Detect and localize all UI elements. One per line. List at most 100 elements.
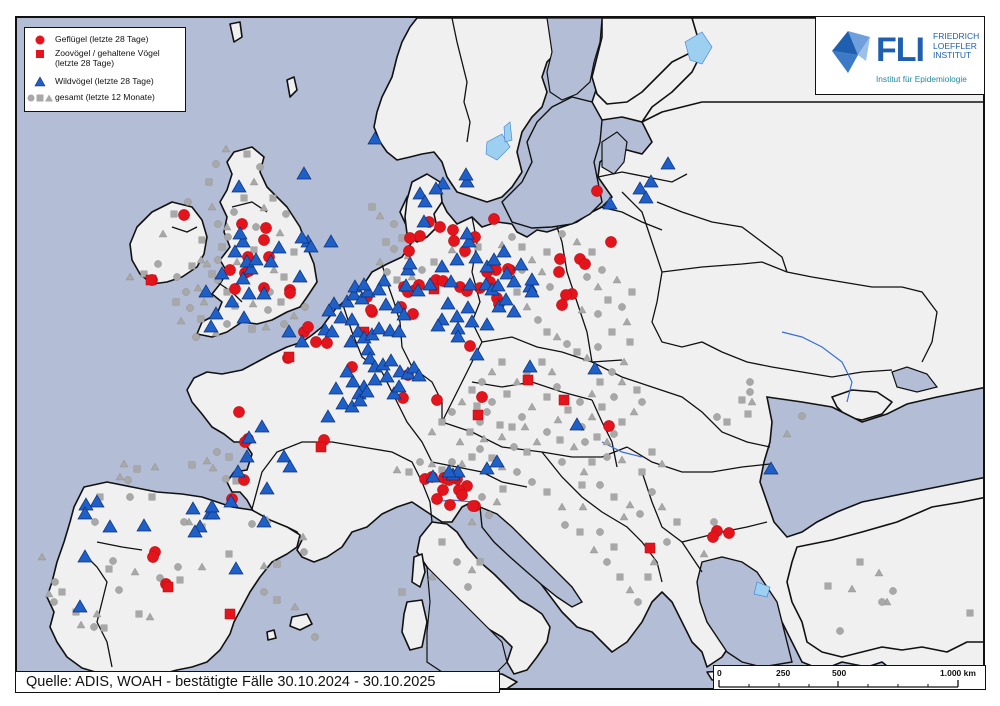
gray-triangle-marker — [467, 565, 477, 574]
wild-bird-triangle-marker — [259, 481, 275, 495]
gray-triangle-marker — [649, 557, 659, 566]
wild-bird-triangle-marker — [632, 181, 648, 195]
gray-square-marker — [573, 348, 581, 356]
gray-triangle-marker — [479, 434, 489, 443]
poultry-circle-marker — [467, 500, 479, 512]
gray-square-marker — [503, 390, 511, 398]
gray-triangle-marker — [657, 459, 667, 468]
gray-square-marker — [208, 270, 216, 278]
legend-item-total: gesamt (letzte 12 Monate) — [25, 92, 155, 103]
gray-square-marker — [290, 248, 298, 256]
gray-square-marker — [148, 493, 156, 501]
gray-circle-marker — [383, 268, 391, 276]
wild-bird-triangle-marker — [434, 259, 450, 273]
wild-bird-triangle-marker — [430, 318, 446, 332]
gray-triangle-marker — [467, 517, 477, 526]
gray-circle-marker — [478, 493, 486, 501]
wild-bird-triangle-marker — [422, 277, 438, 291]
gray-square-marker — [466, 428, 474, 436]
poultry-circle-marker — [431, 394, 443, 406]
gray-square-marker — [197, 315, 205, 323]
wild-bird-triangle-marker — [449, 309, 465, 323]
poultry-circle-marker — [560, 289, 572, 301]
wild-bird-triangle-marker — [479, 461, 495, 475]
gray-circle-marker — [192, 333, 200, 341]
gray-circle-marker — [280, 320, 288, 328]
gray-circle-marker — [663, 538, 671, 546]
poultry-circle-marker — [476, 391, 488, 403]
gray-triangle-marker — [532, 437, 542, 446]
wild-bird-triangle-marker — [204, 499, 220, 513]
poultry-circle-marker — [260, 222, 272, 234]
gray-square-marker — [598, 403, 606, 411]
poultry-circle-marker — [437, 484, 449, 496]
gray-triangle-marker — [487, 367, 497, 376]
gray-square-marker — [218, 243, 226, 251]
zoo-bird-square-marker — [283, 351, 295, 363]
gray-triangle-marker — [589, 545, 599, 554]
logo-subtitle: Institut für Epidemiologie — [876, 74, 967, 84]
scale-label-1000: 1.000 km — [940, 668, 976, 678]
gray-triangle-marker — [37, 552, 47, 561]
poultry-circle-marker — [431, 493, 443, 505]
gray-circle-marker — [648, 488, 656, 496]
wild-bird-triangle-marker — [236, 310, 252, 324]
wild-bird-triangle-marker — [412, 186, 428, 200]
wild-bird-triangle-marker — [198, 284, 214, 298]
zoo-bird-square-marker — [558, 394, 570, 406]
gray-square-marker — [135, 610, 143, 618]
gray-circle-marker — [508, 233, 516, 241]
gray-circle-marker — [558, 230, 566, 238]
wild-bird-triangle-marker — [462, 277, 478, 291]
gray-square-marker — [616, 573, 624, 581]
gray-triangle-marker — [625, 500, 635, 509]
poultry-circle-marker — [310, 336, 322, 348]
wild-bird-triangle-marker — [428, 181, 444, 195]
wild-bird-triangle-marker — [254, 419, 270, 433]
poultry-circle-marker — [553, 266, 565, 278]
gray-square-marker — [604, 296, 612, 304]
gray-square-marker — [543, 248, 551, 256]
gray-circle-marker — [513, 468, 521, 476]
gray-square-marker — [140, 270, 148, 278]
poultry-circle-marker — [321, 337, 333, 349]
gray-circle-marker — [638, 398, 646, 406]
gray-square-marker — [513, 288, 521, 296]
wild-bird-triangle-marker — [425, 469, 441, 483]
gray-triangle-marker — [587, 389, 597, 398]
land-masses — [46, 18, 983, 688]
gray-circle-marker — [126, 493, 134, 501]
wild-bird-triangle-marker — [296, 166, 312, 180]
poultry-circle-marker — [224, 264, 236, 276]
wild-bird-triangle-marker — [378, 297, 394, 311]
gray-square-marker — [273, 560, 281, 568]
wild-bird-triangle-marker — [241, 286, 257, 300]
gray-triangle-marker — [455, 437, 465, 446]
gray-triangle-marker — [457, 459, 467, 468]
gray-circle-marker — [546, 283, 554, 291]
wild-bird-triangle-marker — [410, 283, 426, 297]
gray-circle-marker — [636, 510, 644, 518]
gray-circle-marker — [543, 428, 551, 436]
poultry-circle-marker — [302, 321, 314, 333]
wild-bird-triangle-marker — [506, 274, 522, 288]
gray-circle-marker — [213, 448, 221, 456]
gray-triangle-marker — [602, 437, 612, 446]
wild-bird-triangle-marker — [522, 359, 538, 373]
gray-square-marker — [240, 194, 248, 202]
wild-bird-triangle-marker — [243, 261, 259, 275]
poultry-circle-marker — [723, 527, 735, 539]
source-caption: Quelle: ADIS, WOAH - bestätigte Fälle 30… — [15, 671, 500, 693]
wild-bird-triangle-marker — [602, 196, 618, 210]
gray-square-marker — [225, 453, 233, 461]
gray-circle-marker — [174, 563, 182, 571]
gray-triangle-marker — [847, 584, 857, 593]
gray-triangle-marker — [582, 353, 592, 362]
wild-bird-triangle-marker — [660, 156, 676, 170]
gray-circle-marker — [483, 408, 491, 416]
wild-bird-triangle-marker — [440, 296, 456, 310]
gray-square-marker — [499, 485, 507, 493]
gray-triangle-marker — [619, 512, 629, 521]
legend-label-zoo-birds: Zoovögel / gehaltene Vögel — [55, 48, 160, 58]
wild-bird-triangle-marker — [496, 244, 512, 258]
